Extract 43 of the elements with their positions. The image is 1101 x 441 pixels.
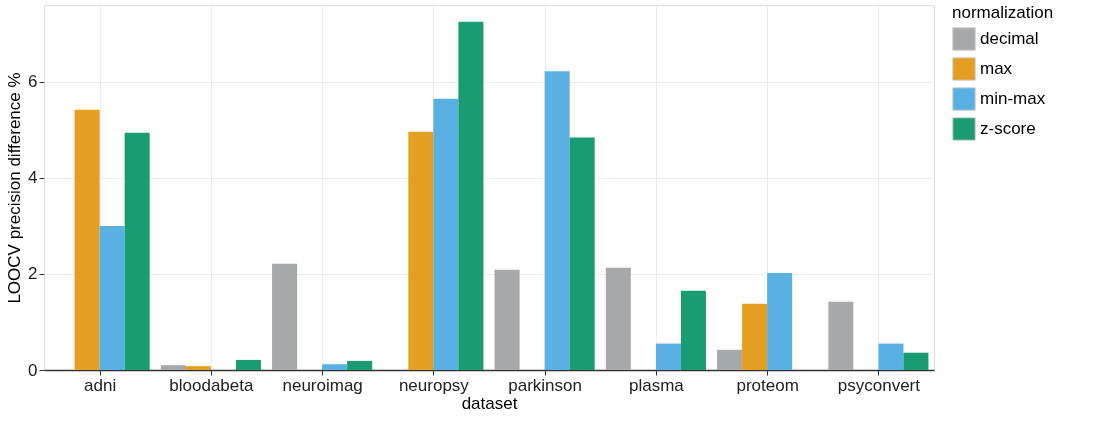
x-tick-label: psyconvert xyxy=(837,375,921,395)
legend-title: normalization xyxy=(952,3,1054,22)
bar xyxy=(742,303,768,370)
x-axis-title: dataset xyxy=(461,393,518,413)
bar xyxy=(433,98,459,370)
bar xyxy=(160,365,186,370)
bar xyxy=(458,21,484,370)
x-tick-label: neuropsy xyxy=(398,375,470,395)
x-tick-label: adni xyxy=(84,375,117,395)
y-tick-label: 4 xyxy=(28,168,38,188)
bar xyxy=(408,131,434,370)
bar xyxy=(544,71,570,370)
x-tick-label: parkinson xyxy=(508,375,582,395)
legend-label: min-max xyxy=(980,89,1046,108)
y-tick-label: 2 xyxy=(28,264,38,284)
bar xyxy=(235,359,261,370)
bar xyxy=(494,269,520,370)
y-tick-label: 0 xyxy=(28,360,38,380)
bar xyxy=(322,364,348,370)
bar xyxy=(605,267,631,370)
y-tick-label: 6 xyxy=(28,72,38,92)
bar xyxy=(767,272,793,370)
bar xyxy=(99,225,125,370)
bar xyxy=(347,360,373,370)
legend-label: max xyxy=(980,59,1013,78)
bar xyxy=(569,137,595,370)
legend-label: z-score xyxy=(980,119,1036,138)
bar xyxy=(272,263,298,370)
bar xyxy=(74,109,100,370)
bar xyxy=(124,132,150,370)
y-axis-title: LOOCV precision difference % xyxy=(5,72,25,304)
bar xyxy=(185,366,211,370)
bar xyxy=(903,352,929,370)
x-tick-label: proteom xyxy=(736,375,799,395)
bar xyxy=(828,301,854,370)
bar xyxy=(680,290,706,370)
x-tick-label: bloodabeta xyxy=(169,375,254,395)
bar xyxy=(878,343,904,370)
legend-label: decimal xyxy=(980,29,1039,48)
x-tick-label: plasma xyxy=(628,375,685,395)
bar xyxy=(655,343,681,370)
x-tick-label: neuroimag xyxy=(282,375,363,395)
bar xyxy=(717,349,743,370)
